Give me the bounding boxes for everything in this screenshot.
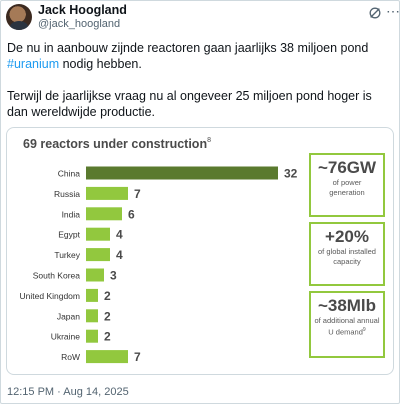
- bar: [86, 186, 128, 200]
- bar: [86, 166, 278, 180]
- tweet-text: De nu in aanbouw zijnde reactoren gaan j…: [7, 40, 395, 120]
- category-label: Russia: [54, 189, 80, 199]
- stat-box-capacity: +20% of global installed capacity: [309, 222, 385, 286]
- value-label: 2: [104, 289, 111, 303]
- stat-value: ~38Mlb: [317, 296, 377, 315]
- chart-image[interactable]: 69 reactors under construction8 China 32 R…: [6, 127, 394, 375]
- stat-value: +20%: [325, 227, 369, 246]
- bar: [86, 248, 110, 262]
- category-label: Ukraine: [51, 332, 81, 342]
- value-label: 3: [110, 269, 117, 283]
- category-label: Egypt: [58, 230, 80, 240]
- stat-value: ~76GW: [317, 158, 377, 177]
- category-label: Japan: [57, 311, 80, 321]
- bar: [86, 227, 110, 241]
- value-label: 7: [134, 187, 141, 201]
- hashtag-link[interactable]: #uranium: [7, 57, 60, 71]
- value-label: 32: [284, 167, 298, 181]
- tweet-line-1-end: nodig hebben.: [59, 57, 142, 71]
- author-handle[interactable]: @jack_hoogland: [38, 18, 121, 30]
- chart-title-footnote: 8: [207, 136, 211, 144]
- bar: [86, 329, 98, 343]
- value-label: 6: [128, 207, 135, 221]
- bar: [86, 288, 98, 302]
- chart-title-text: 69 reactors under construction: [23, 137, 208, 151]
- value-label: 2: [104, 309, 111, 323]
- category-label: India: [62, 209, 81, 219]
- avatar[interactable]: [6, 4, 32, 30]
- value-label: 2: [104, 330, 111, 344]
- tweet-paragraph-2: Terwijl de jaarlijkse vraag nu al ongeve…: [7, 89, 372, 119]
- bar: [86, 207, 122, 221]
- grok-icon[interactable]: [368, 6, 382, 20]
- author-name[interactable]: Jack Hoogland: [38, 3, 127, 17]
- value-label: 4: [116, 228, 123, 242]
- stat-caption: of additional annual U demand9: [311, 315, 383, 340]
- category-label: Turkey: [54, 250, 80, 260]
- bar: [86, 268, 104, 282]
- category-label: South Korea: [33, 271, 81, 281]
- category-label: RoW: [61, 352, 80, 362]
- bar: [86, 309, 98, 323]
- tweet-timestamp[interactable]: 12:15 PM · Aug 14, 2025: [7, 386, 129, 398]
- stat-caption: of global installed capacity: [318, 247, 376, 266]
- category-label: China: [58, 169, 80, 179]
- chart-title: 69 reactors under construction8: [23, 137, 211, 151]
- tweet-line-1: De nu in aanbouw zijnde reactoren gaan j…: [7, 41, 369, 55]
- stat-box-power: ~76GW of power generation: [309, 153, 385, 217]
- stat-footnote: 9: [362, 326, 366, 333]
- value-label: 7: [134, 350, 141, 364]
- stat-box-demand: ~38Mlb of additional annual U demand9: [309, 291, 385, 358]
- bar: [86, 350, 128, 364]
- category-label: United Kingdom: [20, 291, 80, 301]
- stat-caption-text: of additional annual U demand: [314, 316, 380, 336]
- tweet-paragraph-1: De nu in aanbouw zijnde reactoren gaan j…: [7, 40, 395, 72]
- stat-caption: of power generation: [329, 178, 365, 197]
- value-label: 4: [116, 248, 123, 262]
- more-icon[interactable]: ⋯: [386, 3, 400, 19]
